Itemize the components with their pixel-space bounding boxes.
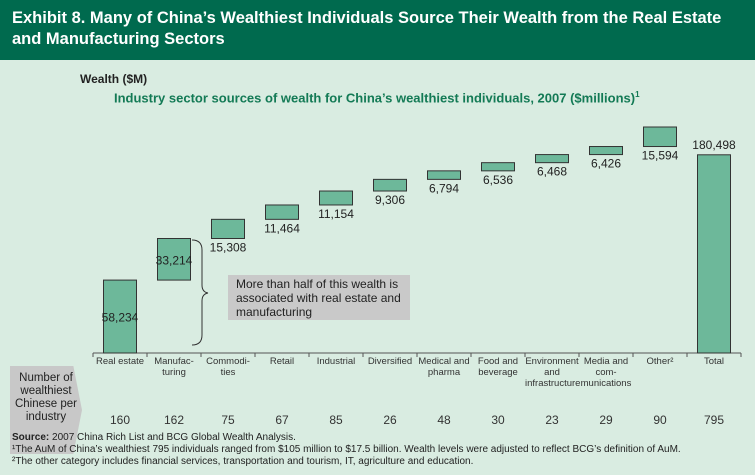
category-label: Other² [646, 356, 674, 367]
bar [589, 146, 623, 156]
bar [211, 218, 245, 239]
bar [157, 237, 191, 281]
category-label: Total [703, 356, 725, 367]
exhibit-title: Exhibit 8. Many of China’s Wealthiest In… [0, 0, 755, 60]
category-label: Diversified [367, 356, 413, 367]
value-label: 11,464 [264, 221, 300, 235]
bar [319, 190, 353, 206]
bar [535, 154, 569, 164]
source-notes: Source: 2007 China Rich List and BCG Glo… [12, 432, 681, 468]
chart-title-footnote: 1 [635, 90, 640, 99]
count-value: 90 [653, 413, 667, 427]
category-label: Media and com-munications [580, 356, 632, 389]
bar [481, 162, 515, 172]
category-label: Commodi-ties [206, 356, 250, 378]
value-label: 11,154 [318, 207, 354, 221]
count-value: 29 [599, 413, 613, 427]
category-label: Real estate [95, 356, 145, 367]
value-label: 6,426 [591, 157, 621, 171]
chart-title: Industry sector sources of wealth for Ch… [114, 90, 640, 105]
category-label: Environment and infrastructure [525, 356, 581, 389]
footnote-2: ²The other category includes financial s… [12, 456, 474, 467]
brace [191, 239, 209, 346]
count-value: 85 [329, 413, 343, 427]
value-label: 9,306 [375, 193, 405, 207]
value-label: 6,536 [483, 173, 513, 187]
bar [697, 154, 731, 354]
value-label: 15,308 [210, 240, 247, 254]
bar [373, 178, 407, 192]
count-value: 75 [221, 413, 235, 427]
category-label: Food and beverage [477, 356, 519, 378]
category-label: Industrial [316, 356, 356, 367]
category-label: Manufac-turing [154, 356, 194, 378]
count-value: 23 [545, 413, 559, 427]
value-label: 58,234 [102, 311, 139, 325]
annotation-box: More than half of this wealth is associa… [228, 275, 410, 320]
footnote-1: ¹The AuM of China’s wealthiest 795 indiv… [12, 444, 681, 455]
category-label: Retail [269, 356, 295, 367]
count-row-label: Number of wealthiest Chinese per industr… [10, 366, 82, 454]
bar [103, 279, 137, 354]
value-label: 180,498 [692, 138, 736, 152]
value-label: 15,594 [642, 149, 679, 163]
y-axis-label: Wealth ($M) [80, 72, 148, 86]
count-value: 26 [383, 413, 397, 427]
value-label: 6,794 [429, 181, 459, 195]
value-label: 33,214 [156, 253, 193, 267]
category-label: Medical and pharma [418, 356, 470, 378]
value-label: 6,468 [537, 165, 567, 179]
count-value: 160 [109, 413, 131, 427]
count-value: 30 [491, 413, 505, 427]
chart-title-text: Industry sector sources of wealth for Ch… [114, 90, 636, 106]
count-value: 795 [703, 413, 725, 427]
source-text: 2007 China Rich List and BCG Global Weal… [49, 432, 296, 443]
source-label: Source: [12, 432, 50, 443]
count-value: 67 [275, 413, 289, 427]
count-value: 48 [437, 413, 451, 427]
bar [427, 170, 461, 180]
count-value: 162 [163, 413, 185, 427]
bar [265, 204, 299, 220]
bar [643, 126, 677, 148]
